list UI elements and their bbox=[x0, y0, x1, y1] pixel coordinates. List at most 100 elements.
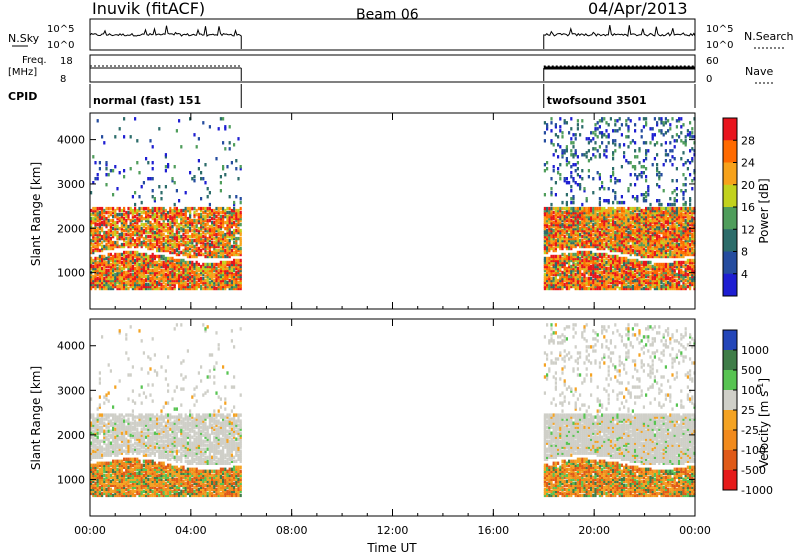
heatmap-cell bbox=[204, 278, 207, 283]
heatmap-cell bbox=[667, 212, 670, 217]
heatmap-cell bbox=[671, 278, 674, 283]
heatmap-cell bbox=[570, 137, 573, 141]
heatmap-cell bbox=[94, 232, 97, 237]
heatmap-cell bbox=[658, 280, 661, 285]
heatmap-cell bbox=[167, 230, 170, 235]
heatmap-cell bbox=[618, 206, 621, 211]
heatmap-cell bbox=[131, 195, 134, 199]
heatmap-cell bbox=[202, 230, 205, 235]
heatmap-cell bbox=[559, 262, 562, 267]
heatmap-cell bbox=[94, 244, 97, 249]
heatmap-cell bbox=[565, 159, 568, 163]
heatmap-cell bbox=[171, 212, 174, 217]
heatmap-cell bbox=[598, 218, 601, 223]
heatmap-cell bbox=[664, 240, 667, 245]
heatmap-cell bbox=[98, 276, 101, 281]
heatmap-cell bbox=[625, 234, 628, 239]
heatmap-cell bbox=[614, 149, 617, 153]
heatmap-cell bbox=[623, 220, 626, 225]
heatmap-cell bbox=[193, 220, 196, 225]
heatmap-cell bbox=[96, 177, 99, 181]
heatmap-cell bbox=[587, 252, 590, 257]
nave-label: Nave bbox=[745, 65, 773, 78]
heatmap-cell bbox=[612, 220, 615, 225]
heatmap-cell bbox=[138, 282, 141, 287]
heatmap-cell bbox=[90, 220, 93, 225]
heatmap-cell bbox=[98, 266, 101, 271]
heatmap-cell bbox=[656, 276, 659, 281]
heatmap-cell bbox=[561, 149, 564, 153]
heatmap-cell bbox=[543, 236, 546, 241]
heatmap-cell bbox=[186, 230, 189, 235]
heatmap-cell bbox=[609, 238, 612, 243]
heatmap-cell bbox=[607, 214, 610, 219]
heatmap-cell bbox=[636, 282, 639, 287]
heatmap-cell bbox=[107, 254, 110, 259]
heatmap-cell bbox=[574, 214, 577, 219]
heatmap-cell bbox=[151, 274, 154, 279]
heatmap-cell bbox=[162, 264, 165, 269]
heatmap-cell bbox=[660, 252, 663, 257]
heatmap-cell bbox=[178, 270, 181, 275]
heatmap-cell bbox=[103, 236, 106, 241]
heatmap-cell bbox=[162, 226, 165, 231]
heatmap-cell bbox=[546, 256, 549, 261]
heatmap-cell bbox=[206, 282, 209, 287]
heatmap-cell bbox=[239, 282, 242, 287]
heatmap-cell bbox=[197, 236, 200, 241]
heatmap-cell bbox=[134, 228, 137, 233]
heatmap-cell bbox=[228, 210, 231, 215]
heatmap-cell bbox=[552, 206, 555, 211]
heatmap-cell bbox=[114, 262, 117, 267]
heatmap-cell bbox=[145, 252, 148, 257]
heatmap-cell bbox=[222, 272, 225, 277]
heatmap-cell bbox=[193, 276, 196, 281]
heatmap-cell bbox=[230, 266, 233, 271]
heatmap-cell bbox=[620, 274, 623, 279]
heatmap-cell bbox=[638, 222, 641, 227]
heatmap-cell bbox=[90, 262, 93, 267]
heatmap-cell bbox=[191, 232, 194, 237]
heatmap-cell bbox=[191, 242, 194, 247]
heatmap-cell bbox=[596, 240, 599, 245]
heatmap-cell bbox=[640, 254, 643, 259]
heatmap-cell bbox=[629, 236, 632, 241]
heatmap-cell bbox=[623, 228, 626, 233]
heatmap-cell bbox=[603, 234, 606, 239]
heatmap-cell bbox=[552, 216, 555, 221]
heatmap-cell bbox=[603, 210, 606, 215]
heatmap-cell bbox=[548, 238, 551, 243]
heatmap-cell bbox=[658, 244, 661, 249]
heatmap-cell bbox=[579, 252, 582, 257]
heatmap-cell bbox=[92, 230, 95, 235]
heatmap-cell bbox=[164, 268, 167, 273]
heatmap-cell bbox=[233, 274, 236, 279]
heatmap-cell bbox=[572, 278, 575, 283]
heatmap-cell bbox=[598, 230, 601, 235]
heatmap-cell bbox=[590, 254, 593, 259]
heatmap-cell bbox=[107, 244, 110, 249]
heatmap-cell bbox=[171, 268, 174, 273]
heatmap-cell bbox=[156, 272, 159, 277]
heatmap-cell bbox=[118, 278, 121, 283]
heatmap-cell bbox=[173, 210, 176, 215]
heatmap-cell bbox=[554, 278, 557, 283]
heatmap-cell bbox=[645, 262, 648, 267]
heatmap-cell bbox=[651, 127, 654, 131]
heatmap-cell bbox=[651, 238, 654, 243]
heatmap-cell bbox=[164, 248, 167, 253]
heatmap-cell bbox=[574, 268, 577, 273]
heatmap-cell bbox=[134, 284, 137, 289]
heatmap-cell bbox=[638, 236, 641, 241]
heatmap-cell bbox=[559, 230, 562, 235]
heatmap-cell bbox=[239, 230, 242, 235]
heatmap-cell bbox=[559, 280, 562, 285]
heatmap-cell bbox=[118, 252, 121, 257]
heatmap-cell bbox=[656, 248, 659, 253]
heatmap-cell bbox=[585, 282, 588, 287]
heatmap-cell bbox=[552, 272, 555, 277]
heatmap-cell bbox=[142, 274, 145, 279]
heatmap-cell bbox=[184, 244, 187, 249]
heatmap-cell bbox=[678, 210, 681, 215]
heatmap-cell bbox=[191, 248, 194, 253]
